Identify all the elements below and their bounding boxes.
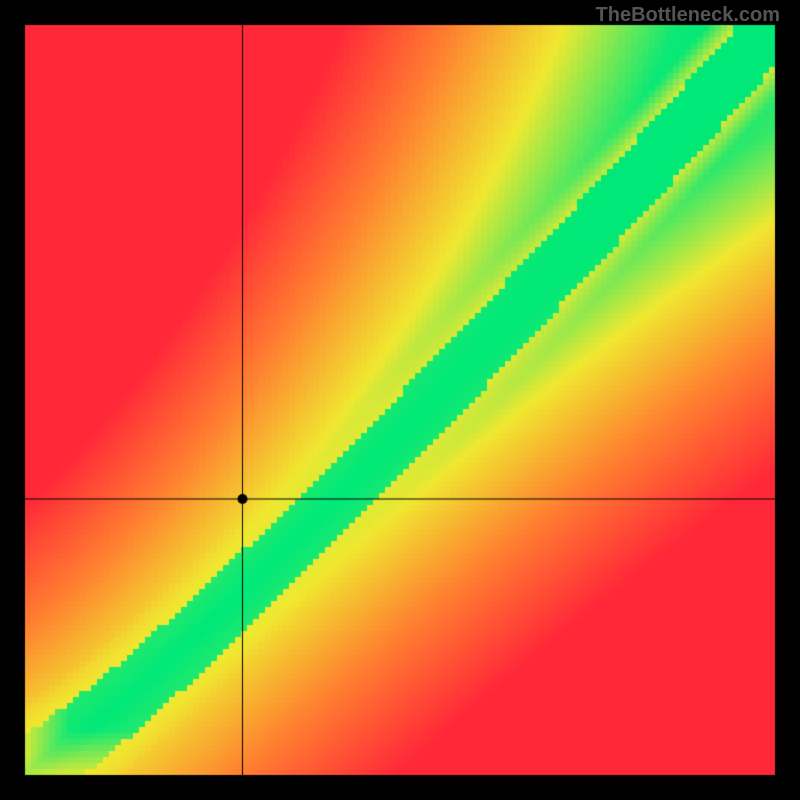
heatmap-canvas (0, 0, 800, 800)
bottleneck-heatmap (0, 0, 800, 800)
watermark-text: TheBottleneck.com (596, 4, 780, 27)
